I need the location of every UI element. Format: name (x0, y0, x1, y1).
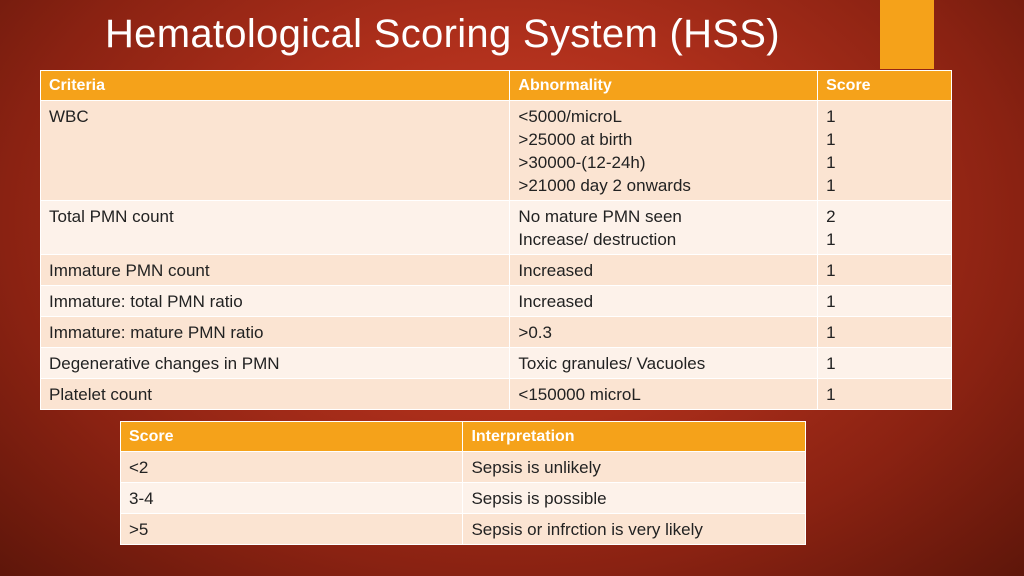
score-cell: >5 (119, 513, 464, 545)
abnormality-line: <5000/microL (518, 107, 622, 126)
score-line: 1 (826, 230, 836, 249)
score-line: 1 (826, 323, 836, 342)
score-cell: <2 (119, 451, 464, 483)
criteria-cell: WBC (39, 100, 511, 201)
table-row: >5 Sepsis or infrction is very likely (119, 513, 806, 545)
score-line: 1 (826, 354, 836, 373)
score-cell: 1 (817, 285, 952, 317)
criteria-cell: Immature: total PMN ratio (39, 285, 511, 317)
score-line: 1 (826, 292, 836, 311)
header-interpretation: Interpretation (462, 421, 806, 452)
table-row: Immature PMN count Increased 1 (39, 254, 952, 286)
score-cell: 1 1 1 1 (817, 100, 952, 201)
abnormality-line: >30000-(12-24h) (518, 153, 646, 172)
abnormality-cell: Increased (509, 285, 819, 317)
score-cell: 1 (817, 254, 952, 286)
table-row: Immature: mature PMN ratio >0.3 1 (39, 316, 952, 348)
slide-title: Hematological Scoring System (HSS) (105, 12, 780, 56)
abnormality-line: >0.3 (518, 323, 552, 342)
score-line: 1 (826, 130, 836, 149)
score-line: 1 (826, 385, 836, 404)
abnormality-line: Increased (518, 261, 594, 280)
header-criteria: Criteria (39, 70, 511, 101)
table-row: Platelet count <150000 microL 1 (39, 378, 952, 410)
abnormality-line: Toxic granules/ Vacuoles (518, 354, 706, 373)
score-cell: 1 (817, 347, 952, 379)
abnormality-cell: Toxic granules/ Vacuoles (509, 347, 819, 379)
score-line: 1 (826, 153, 836, 172)
table-row: Total PMN count No mature PMN seen Increas… (39, 200, 952, 255)
table-row: Immature: total PMN ratio Increased 1 (39, 285, 952, 317)
score-line: 1 (826, 107, 836, 126)
abnormality-line: No mature PMN seen (518, 207, 682, 226)
criteria-cell: Immature: mature PMN ratio (39, 316, 511, 348)
criteria-cell: Platelet count (39, 378, 511, 410)
abnormality-cell: >0.3 (509, 316, 819, 348)
abnormality-line: Increase/ destruction (518, 230, 677, 249)
abnormality-cell: <150000 microL (509, 378, 819, 410)
interpretation-table: Score Interpretation <2 Sepsis is unlikel… (119, 421, 806, 545)
criteria-cell: Total PMN count (39, 200, 511, 255)
header-score: Score (817, 70, 952, 101)
interpretation-cell: Sepsis or infrction is very likely (462, 513, 806, 545)
interpretation-cell: Sepsis is unlikely (462, 451, 806, 483)
abnormality-cell: No mature PMN seen Increase/ destruction (509, 200, 819, 255)
criteria-cell: Immature PMN count (39, 254, 511, 286)
header-abnormality: Abnormality (509, 70, 819, 101)
abnormality-line: >21000 day 2 onwards (518, 176, 691, 195)
table-row: WBC <5000/microL >25000 at birth >30000-(12… (39, 100, 952, 201)
score-cell: 3-4 (119, 482, 464, 514)
abnormality-line: >25000 at birth (518, 130, 633, 149)
table-row: 3-4 Sepsis is possible (119, 482, 806, 514)
score-line: 1 (826, 261, 836, 280)
table-header-row: Criteria Abnormality Score (39, 70, 952, 101)
score-line: 2 (826, 207, 836, 226)
accent-bar (880, 0, 934, 69)
abnormality-line: Increased (518, 292, 594, 311)
hss-criteria-table: Criteria Abnormality Score WBC <5000/micr… (39, 70, 952, 410)
header-score: Score (119, 421, 464, 452)
table-row: Degenerative changes in PMN Toxic granule… (39, 347, 952, 379)
score-line: 1 (826, 176, 836, 195)
table-header-row: Score Interpretation (119, 421, 806, 452)
abnormality-cell: <5000/microL >25000 at birth >30000-(12-24… (509, 100, 819, 201)
score-cell: 1 (817, 378, 952, 410)
score-cell: 1 (817, 316, 952, 348)
abnormality-line: <150000 microL (518, 385, 641, 404)
interpretation-cell: Sepsis is possible (462, 482, 806, 514)
table-row: <2 Sepsis is unlikely (119, 451, 806, 483)
abnormality-cell: Increased (509, 254, 819, 286)
criteria-cell: Degenerative changes in PMN (39, 347, 511, 379)
